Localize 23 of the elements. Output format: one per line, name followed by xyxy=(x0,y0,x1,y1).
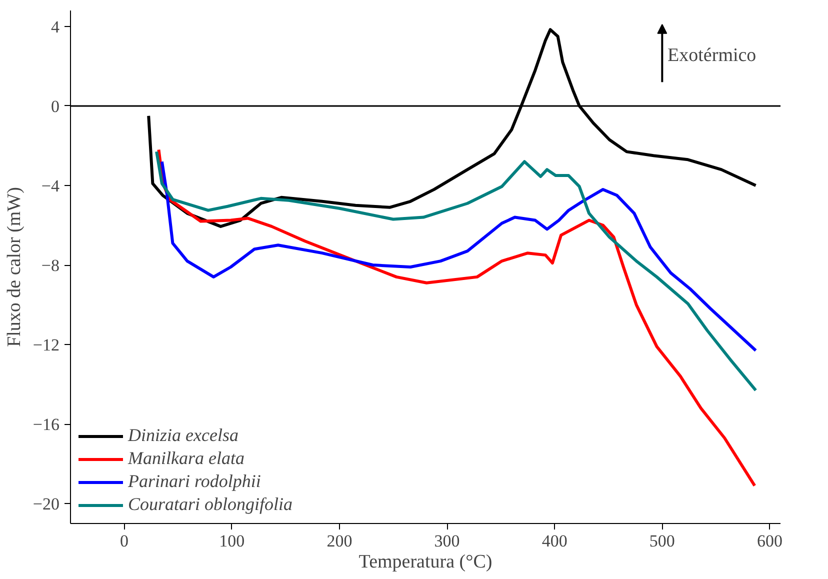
y-tick-label: −4 xyxy=(41,176,60,196)
annotation: Exotérmico xyxy=(668,45,756,66)
legend-label: Couratari oblongifolia xyxy=(128,494,293,515)
x-tick-label: 300 xyxy=(434,532,460,550)
line-series xyxy=(160,160,758,352)
y-tick-label: −20 xyxy=(32,494,60,514)
x-tick-label: 500 xyxy=(649,532,675,550)
line-series xyxy=(155,150,758,392)
y-tick-label: 0 xyxy=(51,96,60,116)
x-tick-label: 200 xyxy=(326,532,352,550)
x-tick-label: 100 xyxy=(219,532,245,550)
x-tick-label: 0 xyxy=(120,532,129,550)
legend-label: Dinizia excelsa xyxy=(128,425,238,446)
y-tick-label: −12 xyxy=(32,336,60,355)
x-tick-label: 400 xyxy=(542,532,568,550)
legend-label: Manilkara elata xyxy=(128,448,244,469)
x-axis-title: Temperatura (°C) xyxy=(358,552,492,572)
y-tick-label: −16 xyxy=(32,415,60,434)
x-tick-label: 600 xyxy=(756,532,782,550)
y-tick-label: −8 xyxy=(41,256,60,276)
y-tick-label: 4 xyxy=(51,17,60,36)
y-axis-title: Fluxo de calor (mW) xyxy=(4,187,25,347)
legend-label: Parinari rodolphii xyxy=(128,471,261,492)
